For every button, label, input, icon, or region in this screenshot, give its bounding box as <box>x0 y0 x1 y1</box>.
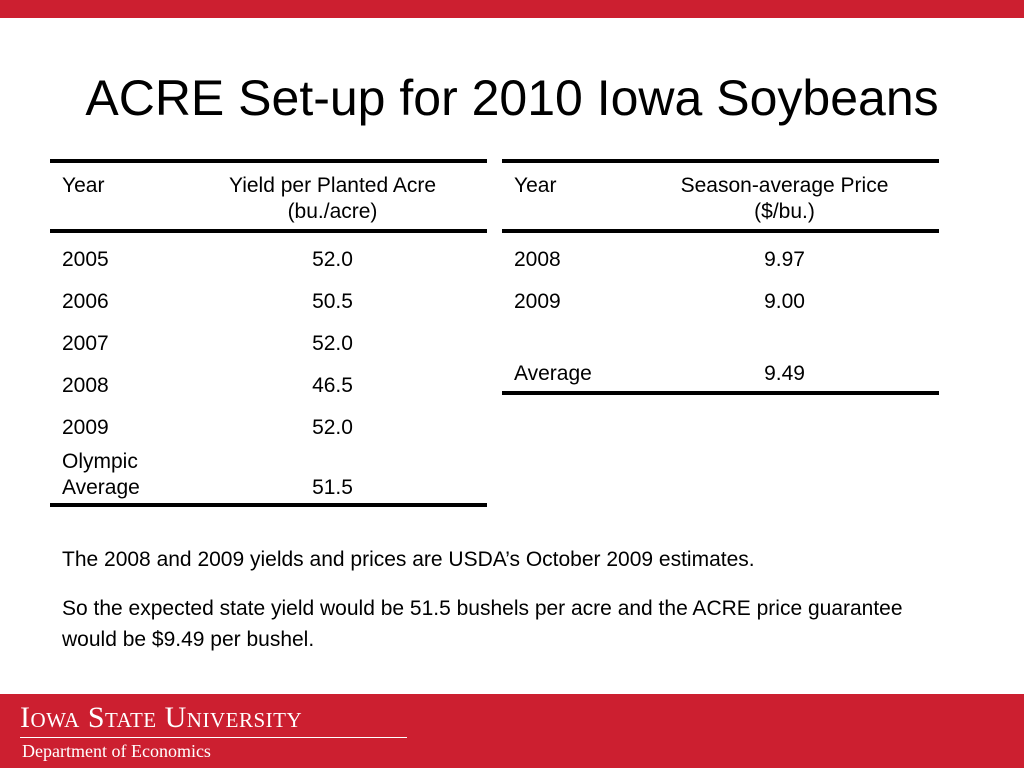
yield-value-cell: 52.0 <box>312 332 353 355</box>
yield-value-cell: 52.0 <box>312 248 353 271</box>
price-value-header-line1: Season-average Price <box>680 174 889 197</box>
yield-summary-label-line2: Average <box>62 476 140 499</box>
yield-year-cell: 2006 <box>62 290 109 313</box>
university-wordmark: Iowa State University <box>20 701 303 734</box>
yield-table: Year Yield per Planted Acre (bu./acre) 2… <box>50 159 487 507</box>
price-value-header: Season-average Price ($/bu.) <box>630 161 939 231</box>
yield-summary-label-line1: Olympic <box>62 450 138 473</box>
yield-value-header: Yield per Planted Acre (bu./acre) <box>178 161 487 231</box>
price-summary-row: Average 9.49 <box>502 345 939 393</box>
yield-year-cell: 2007 <box>62 332 109 355</box>
yield-year-cell: 2008 <box>62 374 109 397</box>
table-row: 2008 46.5 <box>50 357 487 399</box>
yield-table-header-row: Year Yield per Planted Acre (bu./acre) <box>50 161 487 231</box>
yield-value-cell: 52.0 <box>312 416 353 439</box>
notes: The 2008 and 2009 yields and prices are … <box>62 544 942 673</box>
price-year-cell: 2008 <box>514 248 561 271</box>
price-summary-label: Average <box>514 362 592 385</box>
price-value-header-line2: ($/bu.) <box>754 200 815 223</box>
yield-value-cell: 46.5 <box>312 374 353 397</box>
price-spacer-cell <box>502 315 630 345</box>
yield-summary-value: 51.5 <box>312 476 353 499</box>
price-spacer-row <box>502 315 939 345</box>
yield-year-cell: 2009 <box>62 416 109 439</box>
price-table: Year Season-average Price ($/bu.) 2008 9… <box>502 159 939 395</box>
price-value-cell: 9.97 <box>764 248 805 271</box>
table-row: 2008 9.97 <box>502 231 939 273</box>
table-row: 2009 9.00 <box>502 273 939 315</box>
price-value-cell: 9.00 <box>764 290 805 313</box>
footer-divider <box>20 737 407 738</box>
department-name: Department of Economics <box>22 741 211 761</box>
table-row: 2005 52.0 <box>50 231 487 273</box>
footer-bar: Iowa State University Department of Econ… <box>0 694 1024 768</box>
price-year-cell: 2009 <box>514 290 561 313</box>
yield-year-cell: 2005 <box>62 248 109 271</box>
note-expected: So the expected state yield would be 51.… <box>62 597 903 651</box>
slide-title: ACRE Set-up for 2010 Iowa Soybeans <box>85 70 939 126</box>
yield-summary-label: Olympic Average <box>50 441 178 505</box>
price-year-header: Year <box>514 174 557 197</box>
yield-summary-row: Olympic Average 51.5 <box>50 441 487 505</box>
yield-value-header-line2: (bu./acre) <box>287 200 378 223</box>
yield-year-header: Year <box>62 174 105 197</box>
price-summary-value: 9.49 <box>764 362 805 385</box>
top-accent-bar <box>0 0 1024 18</box>
table-row: 2007 52.0 <box>50 315 487 357</box>
table-row: 2009 52.0 <box>50 399 487 441</box>
price-table-header-row: Year Season-average Price ($/bu.) <box>502 161 939 231</box>
table-row: 2006 50.5 <box>50 273 487 315</box>
yield-value-cell: 50.5 <box>312 290 353 313</box>
price-spacer-cell <box>630 315 939 345</box>
note-estimates: The 2008 and 2009 yields and prices are … <box>62 548 755 571</box>
yield-value-header-line1: Yield per Planted Acre <box>228 174 437 197</box>
